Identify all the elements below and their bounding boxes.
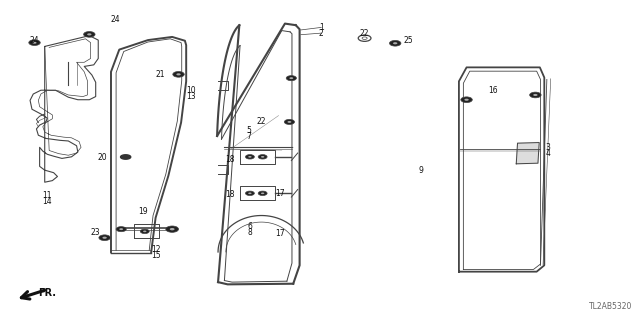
Text: 18: 18: [225, 155, 234, 164]
Circle shape: [390, 40, 401, 46]
Text: 4: 4: [546, 149, 550, 158]
Text: 13: 13: [186, 92, 196, 101]
Text: 17: 17: [276, 229, 285, 238]
Circle shape: [166, 226, 179, 232]
Text: 8: 8: [248, 228, 252, 237]
Text: 9: 9: [419, 166, 423, 175]
Polygon shape: [516, 142, 540, 164]
Circle shape: [258, 155, 267, 159]
Text: 17: 17: [276, 189, 285, 198]
Text: TL2AB5320: TL2AB5320: [589, 302, 632, 311]
Text: 23: 23: [91, 228, 100, 237]
Text: 1: 1: [319, 23, 324, 32]
Circle shape: [246, 191, 254, 196]
Circle shape: [248, 156, 252, 158]
Circle shape: [99, 235, 110, 241]
Text: 19: 19: [138, 207, 148, 216]
Text: 12: 12: [151, 245, 161, 254]
Circle shape: [170, 228, 175, 230]
Circle shape: [102, 236, 107, 239]
Text: 14: 14: [42, 197, 52, 206]
Circle shape: [33, 42, 36, 44]
Circle shape: [533, 94, 538, 96]
Circle shape: [173, 71, 184, 77]
Text: 10: 10: [186, 86, 196, 95]
Text: 15: 15: [151, 251, 161, 260]
Circle shape: [177, 73, 180, 76]
Circle shape: [248, 192, 252, 194]
Text: 20: 20: [97, 153, 107, 162]
Text: 2: 2: [319, 28, 324, 38]
Polygon shape: [120, 155, 131, 159]
Circle shape: [289, 77, 293, 79]
Circle shape: [84, 32, 95, 37]
Text: 18: 18: [225, 190, 234, 199]
Text: 5: 5: [246, 126, 251, 135]
Circle shape: [258, 191, 267, 196]
Circle shape: [261, 156, 264, 158]
Circle shape: [286, 76, 296, 81]
Circle shape: [287, 121, 291, 123]
Text: 22: 22: [360, 28, 369, 38]
Text: 3: 3: [546, 143, 550, 152]
Circle shape: [465, 99, 468, 101]
Circle shape: [393, 42, 397, 44]
Circle shape: [284, 119, 294, 124]
Text: 24: 24: [29, 36, 39, 44]
Circle shape: [116, 227, 126, 232]
Circle shape: [29, 40, 40, 45]
Circle shape: [119, 228, 123, 230]
Text: 11: 11: [42, 191, 52, 200]
Circle shape: [140, 229, 149, 234]
Circle shape: [143, 230, 147, 232]
Circle shape: [246, 155, 254, 159]
Circle shape: [461, 97, 472, 103]
Text: 6: 6: [248, 222, 252, 231]
Circle shape: [261, 192, 264, 194]
Text: 24: 24: [110, 15, 120, 24]
Text: 22: 22: [257, 117, 266, 126]
Circle shape: [87, 33, 92, 36]
Circle shape: [530, 92, 541, 98]
Text: 16: 16: [488, 86, 498, 95]
Text: 25: 25: [403, 36, 413, 44]
Text: FR.: FR.: [38, 288, 56, 298]
Text: 21: 21: [156, 70, 166, 79]
Text: 7: 7: [246, 132, 251, 141]
